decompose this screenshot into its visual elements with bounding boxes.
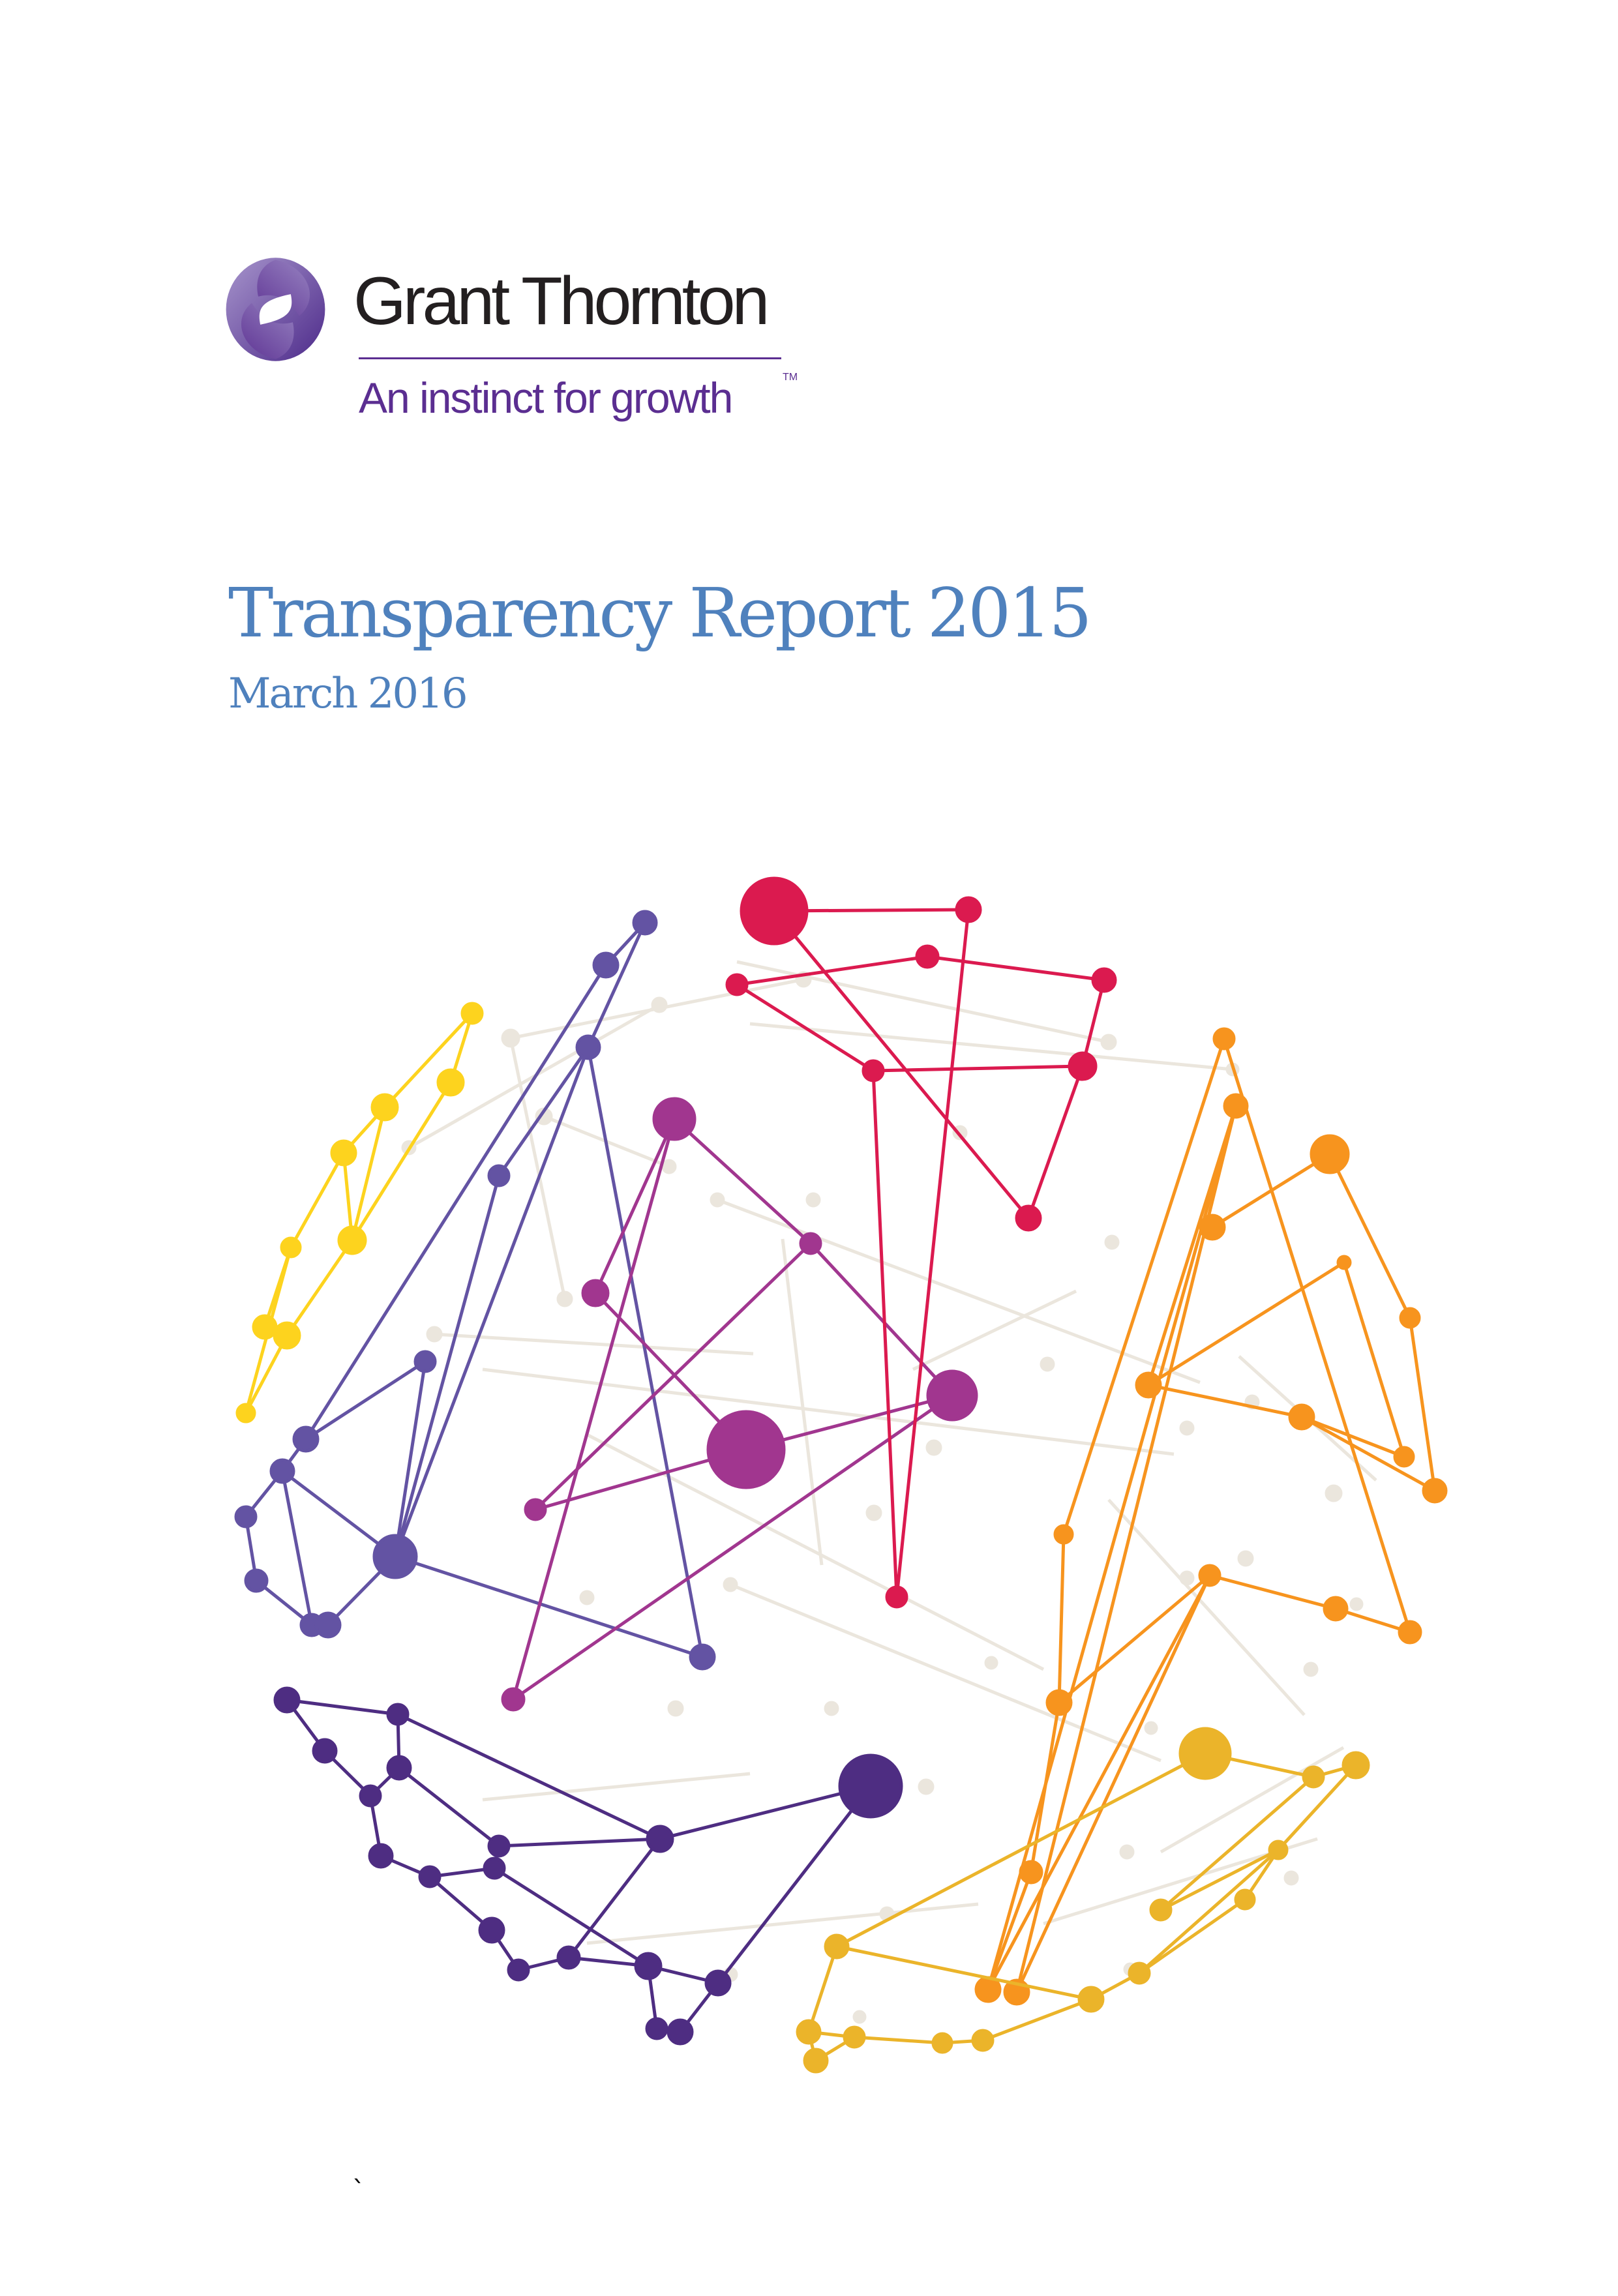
red-cluster bbox=[725, 876, 1117, 1609]
company-tagline: An instinct for growth bbox=[359, 374, 733, 422]
violet-cluster bbox=[234, 910, 716, 1671]
report-date: March 2016 bbox=[228, 670, 468, 718]
logo-divider bbox=[359, 357, 781, 359]
company-name: Grant Thornton bbox=[353, 263, 770, 339]
grant-thornton-swirl-icon bbox=[226, 258, 325, 361]
report-title: Transparency Report 2015 bbox=[228, 573, 1092, 653]
stray-backtick-mark: ` bbox=[352, 2176, 365, 2206]
grant-thornton-logo: Grant Thornton An instinct for growth TM bbox=[222, 256, 798, 438]
magenta-cluster bbox=[501, 1097, 978, 1712]
trademark-mark: TM bbox=[783, 372, 798, 383]
orange-cluster bbox=[974, 1027, 1448, 2006]
dark-purple-cluster bbox=[273, 1686, 903, 2046]
yellow-cluster bbox=[235, 1002, 484, 1424]
gold-cluster bbox=[796, 1727, 1370, 2074]
